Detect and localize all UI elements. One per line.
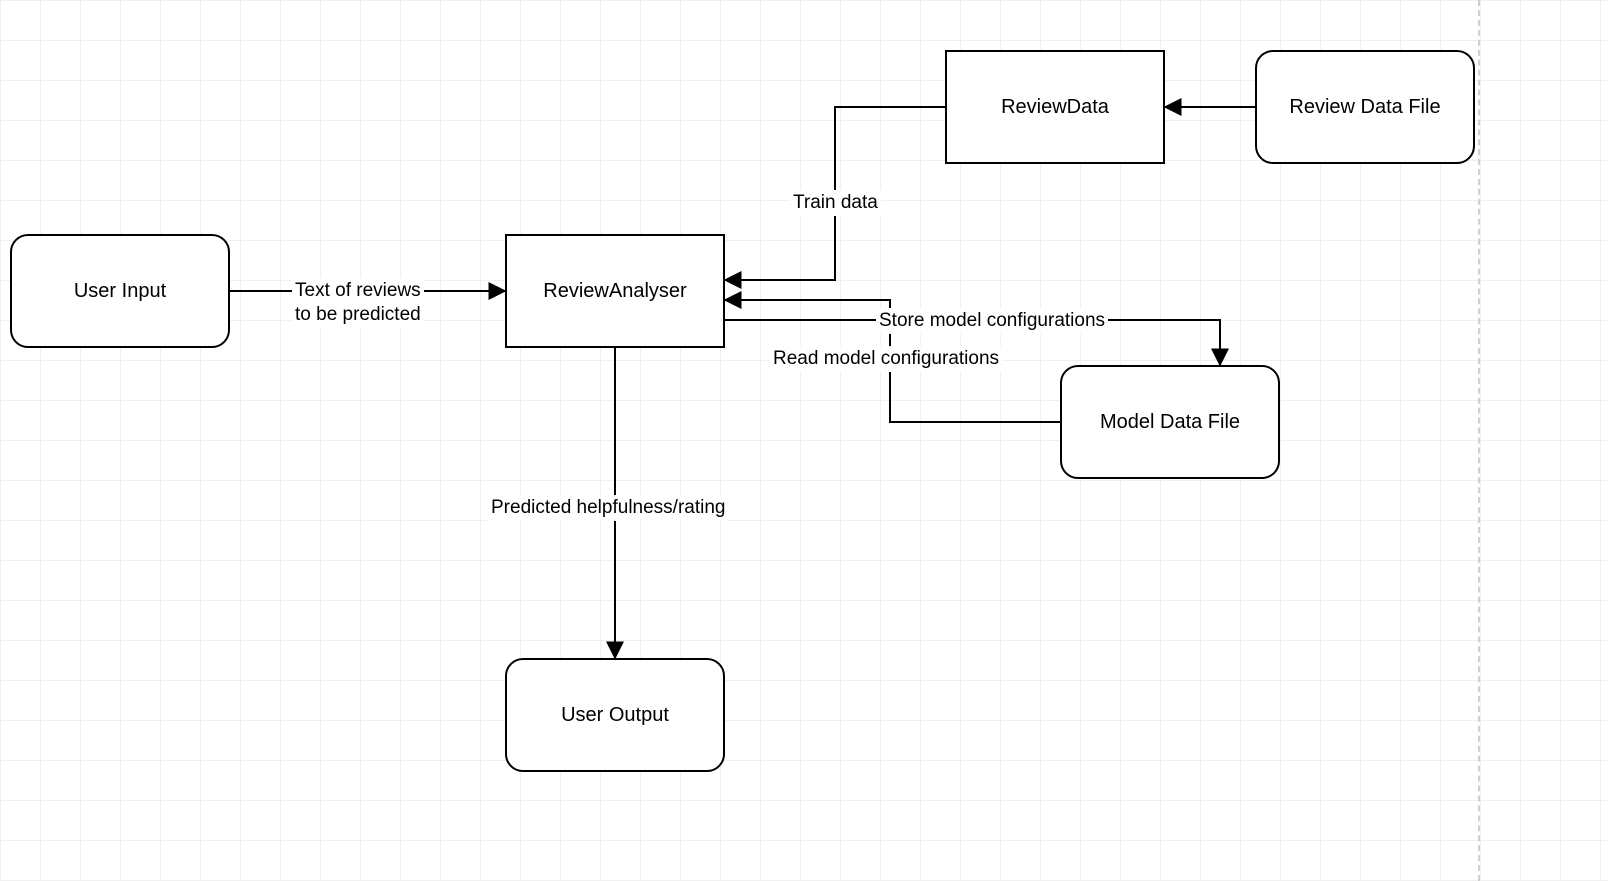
edge-label-store-model-config: Store model configurations — [876, 308, 1108, 334]
node-review-analyser[interactable]: ReviewAnalyser — [505, 234, 725, 348]
edge-label-text-of-reviews: Text of reviewsto be predicted — [292, 278, 424, 328]
edge-label-train-data: Train data — [790, 190, 881, 216]
node-label: Model Data File — [1100, 411, 1240, 434]
node-review-data[interactable]: ReviewData — [945, 50, 1165, 164]
node-model-data-file[interactable]: Model Data File — [1060, 365, 1280, 479]
node-label: ReviewData — [1001, 96, 1109, 119]
node-user-input[interactable]: User Input — [10, 234, 230, 348]
node-review-data-file[interactable]: Review Data File — [1255, 50, 1475, 164]
node-label: User Input — [74, 280, 166, 303]
edge-label-read-model-config: Read model configurations — [770, 346, 1002, 372]
node-label: ReviewAnalyser — [543, 280, 686, 303]
edge-label-predicted-helpfulness: Predicted helpfulness/rating — [488, 495, 728, 521]
node-user-output[interactable]: User Output — [505, 658, 725, 772]
node-label: User Output — [561, 704, 669, 727]
node-label: Review Data File — [1289, 96, 1440, 119]
